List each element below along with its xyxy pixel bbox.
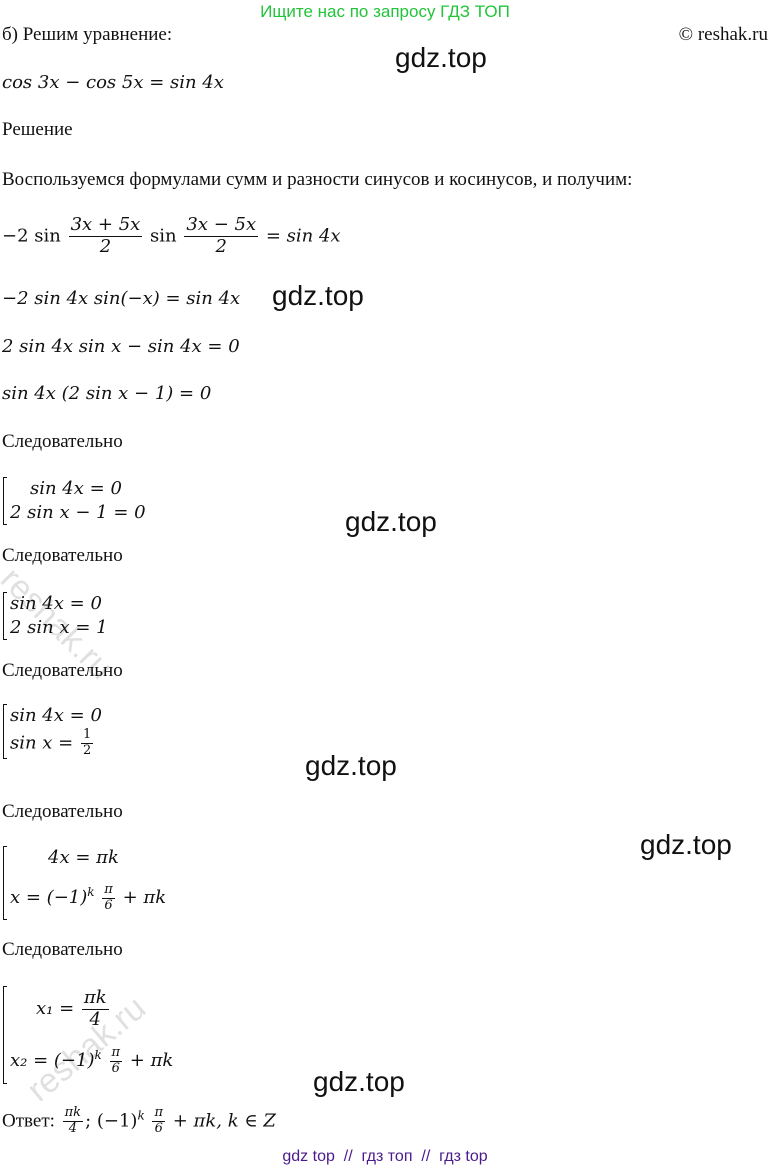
rhs: + πk	[122, 887, 167, 908]
system-a: sin 4x = 0 2 sin x − 1 = 0	[3, 477, 146, 525]
step-4: sin 4x (2 sin x − 1) = 0	[2, 383, 212, 404]
lhs: sin x =	[10, 732, 74, 754]
equation: cos 3x − cos 5x = sin 4x	[2, 72, 224, 93]
denominator: 4	[89, 1008, 101, 1030]
exponent: k	[137, 1108, 145, 1123]
lhs: x = (−1)	[10, 887, 88, 908]
answer-post: + πk, k ∈ Z	[172, 1110, 276, 1132]
rhs: + πk	[129, 1050, 174, 1071]
lhs: x₁ =	[36, 998, 75, 1019]
copyright: © reshak.ru	[678, 24, 768, 45]
lhs: x₂ = (−1)	[10, 1050, 95, 1071]
numerator: π	[152, 1105, 165, 1122]
denominator: 6	[111, 1060, 120, 1076]
exponent: k	[87, 885, 95, 899]
watermark-gdz: gdz.top	[313, 1066, 405, 1097]
denominator: 2	[99, 235, 112, 257]
denominator: 6	[154, 1120, 163, 1136]
therefore-2: Следовательно	[2, 545, 123, 566]
numerator: πk	[81, 986, 109, 1010]
denominator: 4	[68, 1120, 77, 1136]
solution-label: Решение	[2, 119, 73, 140]
therefore-4: Следовательно	[2, 801, 123, 822]
system-line: sin 4x = 0	[30, 478, 122, 499]
system-line: 4x = πk	[48, 847, 119, 868]
watermark-gdz: gdz.top	[272, 280, 364, 311]
numerator: π	[109, 1044, 123, 1062]
footer-links[interactable]: gdz top // гдз топ // гдз top	[282, 1148, 488, 1165]
answer-sep: ; (−1)	[85, 1110, 138, 1132]
step-3: 2 sin 4x sin x − sin 4x = 0	[2, 336, 240, 357]
system-b: sin 4x = 0 2 sin x = 1	[3, 592, 108, 640]
watermark-gdz: gdz.top	[345, 506, 437, 537]
numerator: 1	[81, 727, 94, 744]
numerator: πk	[62, 1105, 84, 1122]
system-line: 2 sin x = 1	[10, 617, 108, 638]
top-banner[interactable]: Ищите нас по запросу ГДЗ ТОП	[260, 2, 510, 21]
system-line: 2 sin x − 1 = 0	[10, 502, 146, 523]
watermark-gdz: gdz.top	[640, 829, 732, 860]
fraction: πk 4	[62, 1105, 84, 1137]
task-heading: б) Решим уравнение:	[2, 24, 173, 45]
denominator: 6	[104, 897, 113, 913]
fraction: 3x − 5x 2	[184, 214, 259, 257]
step-1-post: = sin 4x	[265, 225, 341, 247]
system-line: x₁ = πk 4	[10, 986, 173, 1032]
system-line: sin 4x = 0	[10, 593, 102, 614]
numerator: π	[102, 881, 115, 899]
system-line: sin 4x = 0	[10, 705, 102, 726]
step-1-mid: sin	[150, 225, 177, 247]
answer-label: Ответ:	[2, 1110, 55, 1132]
watermark-gdz: gdz.top	[305, 750, 397, 781]
numerator: 3x − 5x	[184, 214, 259, 237]
therefore-1: Следовательно	[2, 431, 123, 452]
numerator: 3x + 5x	[68, 214, 143, 237]
fraction: πk 4	[81, 986, 109, 1030]
denominator: 2	[215, 235, 227, 257]
step-2: −2 sin 4x sin(−x) = sin 4x	[2, 288, 241, 309]
denominator: 2	[83, 742, 92, 758]
intro-text: Воспользуемся формулами сумм и разности …	[2, 169, 633, 190]
step-1-pre: −2 sin	[2, 225, 61, 247]
fraction: 3x + 5x 2	[68, 214, 143, 257]
exponent: k	[94, 1048, 102, 1062]
therefore-5: Следовательно	[2, 939, 123, 960]
watermark-gdz: gdz.top	[395, 42, 487, 73]
step-1: −2 sin 3x + 5x 2 sin 3x − 5x 2 = sin 4x	[2, 214, 341, 257]
therefore-3: Следовательно	[2, 660, 123, 681]
